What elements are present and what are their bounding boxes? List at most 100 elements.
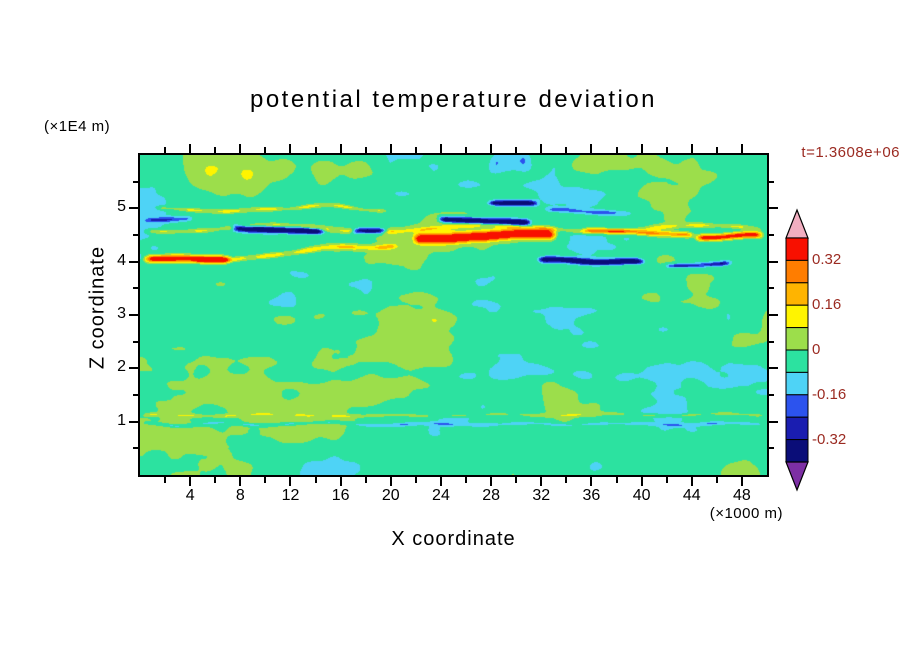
axis-tick (133, 447, 138, 450)
z-tick-label: 2 (117, 358, 126, 376)
axis-tick (439, 477, 442, 486)
x-tick-label: 28 (482, 487, 500, 504)
x-tick-label: 16 (331, 487, 350, 504)
axis-tick (414, 147, 417, 153)
axis-tick (465, 147, 468, 153)
axis-tick (640, 477, 643, 486)
axis-tick (129, 367, 138, 370)
z-tick-label: 1 (117, 411, 126, 429)
colorbar-tick-label: -0.16 (812, 385, 847, 403)
colorbar-segment (785, 304, 809, 329)
axis-tick (769, 447, 774, 450)
axis-tick (189, 477, 192, 486)
chart-title: potential temperature deviation (249, 86, 658, 113)
axis-tick (640, 144, 643, 153)
colorbar (785, 208, 809, 492)
axis-tick (590, 144, 593, 153)
x-tick-label: 4 (185, 487, 195, 504)
axis-tick (590, 477, 593, 486)
x-tick-label: 24 (432, 487, 450, 504)
axis-tick (515, 477, 518, 483)
z-tick-label: 3 (117, 305, 126, 322)
axis-tick (364, 477, 367, 483)
axis-tick (214, 477, 217, 483)
axis-tick (289, 477, 292, 486)
axis-tick (615, 147, 618, 153)
x-tick-label: 32 (532, 487, 551, 504)
axis-tick (164, 477, 167, 483)
axis-tick (769, 287, 774, 290)
colorbar-tick-label: 0 (812, 341, 821, 358)
axis-tick (490, 144, 493, 153)
z-tick-label: 5 (117, 198, 126, 216)
axis-tick (439, 144, 442, 153)
axis-tick (490, 477, 493, 486)
axis-tick (239, 144, 242, 153)
z-tick-label: 4 (117, 251, 126, 269)
axis-tick (665, 147, 668, 153)
axis-tick (615, 477, 618, 483)
axis-tick (214, 147, 217, 153)
axis-tick (465, 477, 468, 483)
axis-tick (769, 420, 778, 423)
colorbar-segment (785, 237, 809, 261)
colorbar-segment (785, 282, 809, 306)
axis-tick (715, 147, 718, 153)
x-tick-label: 36 (582, 487, 601, 504)
x-tick-label: 40 (632, 487, 651, 504)
axis-tick (540, 477, 543, 486)
axis-tick (129, 207, 138, 210)
axis-tick (339, 477, 342, 486)
axis-tick (129, 260, 138, 263)
axis-tick (769, 180, 774, 183)
y-axis-title: Z coordinate (86, 245, 109, 370)
axis-tick (389, 144, 392, 153)
axis-tick (164, 147, 167, 153)
axis-tick (565, 477, 568, 483)
axis-tick (769, 394, 774, 396)
axis-tick (314, 147, 317, 153)
axis-tick (339, 144, 342, 153)
axis-tick (540, 144, 543, 153)
x-tick-label: 20 (381, 487, 400, 504)
colorbar-tick-label: 0.16 (812, 296, 842, 314)
axis-tick (264, 477, 267, 483)
plot-frame (138, 153, 769, 477)
axis-tick (129, 314, 138, 316)
x-tick-label: 48 (733, 487, 751, 504)
colorbar-segment (785, 371, 809, 396)
axis-tick (289, 144, 292, 153)
axis-tick (129, 420, 138, 423)
axis-tick (690, 477, 693, 486)
axis-tick (769, 260, 778, 263)
colorbar-arrow-down (785, 461, 809, 492)
axis-tick (515, 147, 518, 153)
axis-tick (314, 477, 317, 483)
colorbar-segment (785, 394, 809, 418)
axis-tick (133, 180, 138, 183)
x-tick-label: 8 (235, 487, 245, 504)
x-tick-label: 12 (281, 487, 300, 504)
colorbar-segment (785, 327, 809, 351)
time-stamp: t=1.3608e+06 (801, 144, 900, 161)
x-axis-title: X coordinate (391, 528, 516, 550)
axis-tick (769, 340, 774, 343)
axis-tick (769, 367, 778, 370)
axis-tick (239, 477, 242, 486)
y-axis-unit-factor: (×1E4 m) (44, 118, 111, 135)
axis-tick (740, 144, 743, 153)
axis-tick (690, 144, 693, 153)
colorbar-segment (785, 416, 809, 441)
axis-tick (565, 147, 568, 153)
axis-tick (133, 234, 138, 236)
axis-tick (364, 147, 367, 153)
axis-tick (769, 314, 778, 316)
axis-tick (133, 287, 138, 290)
heatmap-canvas (140, 155, 767, 475)
colorbar-segment (785, 439, 809, 463)
axis-tick (769, 234, 774, 236)
colorbar-arrow-up (785, 208, 809, 239)
x-axis-unit-factor: (×1000 m) (709, 505, 783, 522)
axis-tick (189, 144, 192, 153)
